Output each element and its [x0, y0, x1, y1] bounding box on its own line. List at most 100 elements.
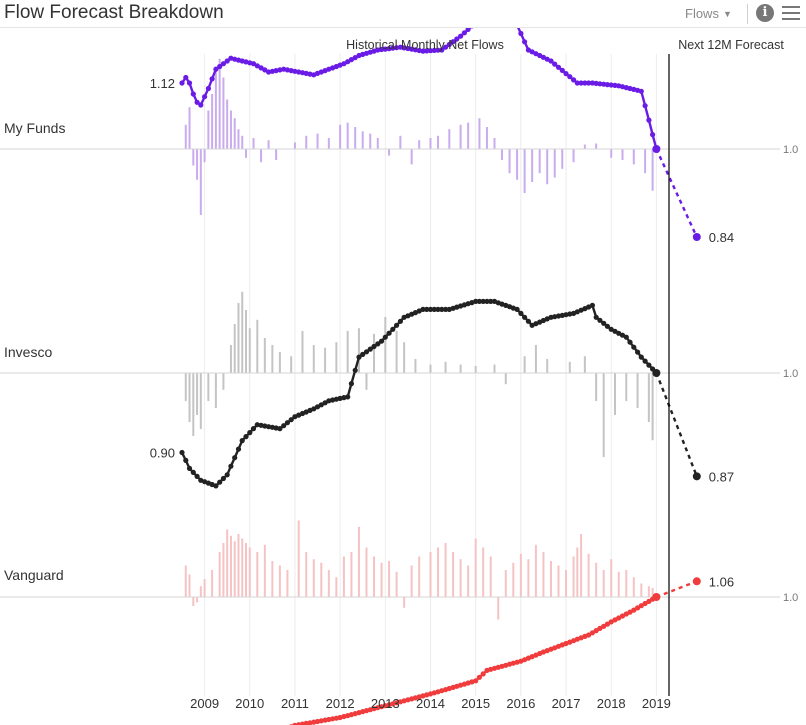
my-funds-data-point — [194, 99, 200, 105]
invesco-data-point — [623, 334, 629, 340]
my-funds-data-point — [224, 58, 230, 64]
my-funds-flow-bar — [203, 149, 206, 163]
my-funds-flow-bar — [252, 138, 255, 149]
vanguard-flow-bar — [572, 556, 575, 597]
vanguard-flow-bar — [342, 556, 345, 597]
vanguard-flow-bar — [184, 565, 187, 597]
my-funds-flow-bar — [222, 77, 225, 149]
my-funds-forecast-line — [655, 148, 698, 238]
invesco-flow-bar — [222, 373, 225, 390]
invesco-forecast-start-point — [652, 369, 661, 377]
invesco-data-point — [288, 417, 294, 423]
vanguard-data-point — [589, 630, 596, 636]
vanguard-flow-bar — [617, 571, 620, 597]
my-funds-flow-bar — [388, 149, 391, 156]
invesco-flow-bar — [312, 345, 315, 373]
my-funds-flow-bar — [245, 149, 248, 158]
vanguard-flow-bar — [237, 534, 240, 597]
invesco-data-point — [476, 298, 482, 304]
invesco-flow-bar — [613, 373, 616, 415]
vanguard-flow-bar — [497, 597, 500, 620]
invesco-data-point — [281, 423, 287, 429]
vanguard-flow-bar — [395, 571, 398, 597]
invesco-flow-bar — [403, 342, 406, 373]
vanguard-flow-bar — [534, 544, 537, 597]
vanguard-data-point — [473, 678, 479, 684]
vanguard-flow-bar — [640, 583, 643, 597]
vanguard-flow-bar — [595, 562, 598, 597]
my-funds-flow-bar — [192, 149, 195, 166]
my-funds-flow-bar — [595, 143, 598, 149]
my-funds-baseline-value: 1.0 — [783, 144, 798, 156]
my-funds-data-point — [552, 61, 558, 67]
vanguard-flow-bar — [482, 547, 485, 597]
my-funds-data-point — [446, 41, 452, 48]
view-dropdown[interactable]: Flows ▼ — [685, 6, 732, 21]
vanguard-data-point — [476, 674, 482, 680]
invesco-flow-bar — [395, 331, 398, 373]
invesco-data-point — [348, 381, 354, 387]
labels-layer: My Funds 1.0 1.12 0.84 Invesco 1.0 0.90 0.87 Van… — [4, 76, 798, 604]
my-funds-flow-bar — [561, 149, 564, 169]
vanguard-flow-bar — [467, 565, 470, 597]
my-funds-flow-bar — [267, 140, 270, 149]
vanguard-flow-bar — [373, 556, 376, 597]
invesco-flow-bar — [192, 373, 195, 436]
invesco-data-point — [522, 314, 528, 320]
my-funds-flow-bar — [437, 135, 440, 149]
invesco-data-point — [239, 438, 245, 444]
invesco-data-point — [638, 354, 644, 360]
invesco-flow-bar — [207, 373, 210, 401]
my-funds-data-point — [420, 48, 426, 54]
vanguard-flow-bar — [647, 586, 650, 597]
my-funds-forecast-end-point — [692, 233, 701, 241]
invesco-start-value-label: 0.90 — [150, 446, 175, 461]
invesco-data-point — [213, 483, 219, 489]
my-funds-data-point — [424, 48, 430, 54]
invesco-flow-bar — [199, 373, 202, 429]
my-funds-data-point — [555, 64, 562, 70]
header-divider-line — [0, 27, 806, 28]
view-dropdown-label: Flows — [685, 6, 719, 21]
invesco-data-point — [480, 298, 486, 304]
invesco-flow-bar — [474, 366, 477, 373]
invesco-flow-bar — [245, 310, 248, 373]
my-funds-flow-bar — [448, 129, 451, 149]
my-funds-flow-bar — [237, 129, 240, 149]
my-funds-flow-bar — [651, 149, 654, 191]
my-funds-data-point — [213, 66, 219, 72]
invesco-data-point — [424, 306, 430, 312]
vanguard-flow-bar — [245, 543, 248, 597]
vanguard-flow-bar — [610, 559, 613, 597]
vanguard-data-point — [303, 720, 309, 725]
my-funds-flow-bar — [459, 124, 462, 149]
vanguard-flow-bar — [211, 570, 214, 597]
invesco-data-point — [190, 469, 196, 475]
my-funds-data-point — [198, 102, 204, 108]
my-funds-data-point — [646, 117, 652, 123]
my-funds-flow-bar — [184, 124, 187, 149]
vanguard-data-point — [586, 632, 592, 638]
invesco-data-point — [427, 306, 434, 312]
invesco-flow-bar — [493, 364, 496, 373]
my-funds-flow-bar — [493, 138, 496, 149]
my-funds-data-point — [518, 30, 524, 37]
my-funds-flow-bar — [211, 94, 214, 149]
my-funds-flow-bar — [218, 58, 221, 149]
invesco-flow-bar — [444, 361, 447, 373]
info-icon[interactable]: i — [756, 4, 774, 22]
hamburger-menu-icon[interactable] — [782, 6, 800, 20]
invesco-flow-bar — [625, 373, 628, 401]
my-funds-data-point — [589, 80, 596, 86]
invesco-flow-bar — [636, 373, 639, 408]
vanguard-flow-bar — [320, 562, 323, 597]
my-funds-data-point — [262, 67, 268, 73]
vanguard-flow-bar — [335, 577, 338, 597]
vanguard-flow-bar — [632, 577, 635, 597]
vanguard-flow-bar — [512, 562, 515, 597]
invesco-data-point — [473, 298, 479, 304]
my-funds-flow-bar — [621, 149, 624, 160]
my-funds-data-point — [578, 80, 584, 86]
vanguard-flow-bar — [452, 552, 455, 597]
my-funds-data-point — [443, 44, 449, 50]
